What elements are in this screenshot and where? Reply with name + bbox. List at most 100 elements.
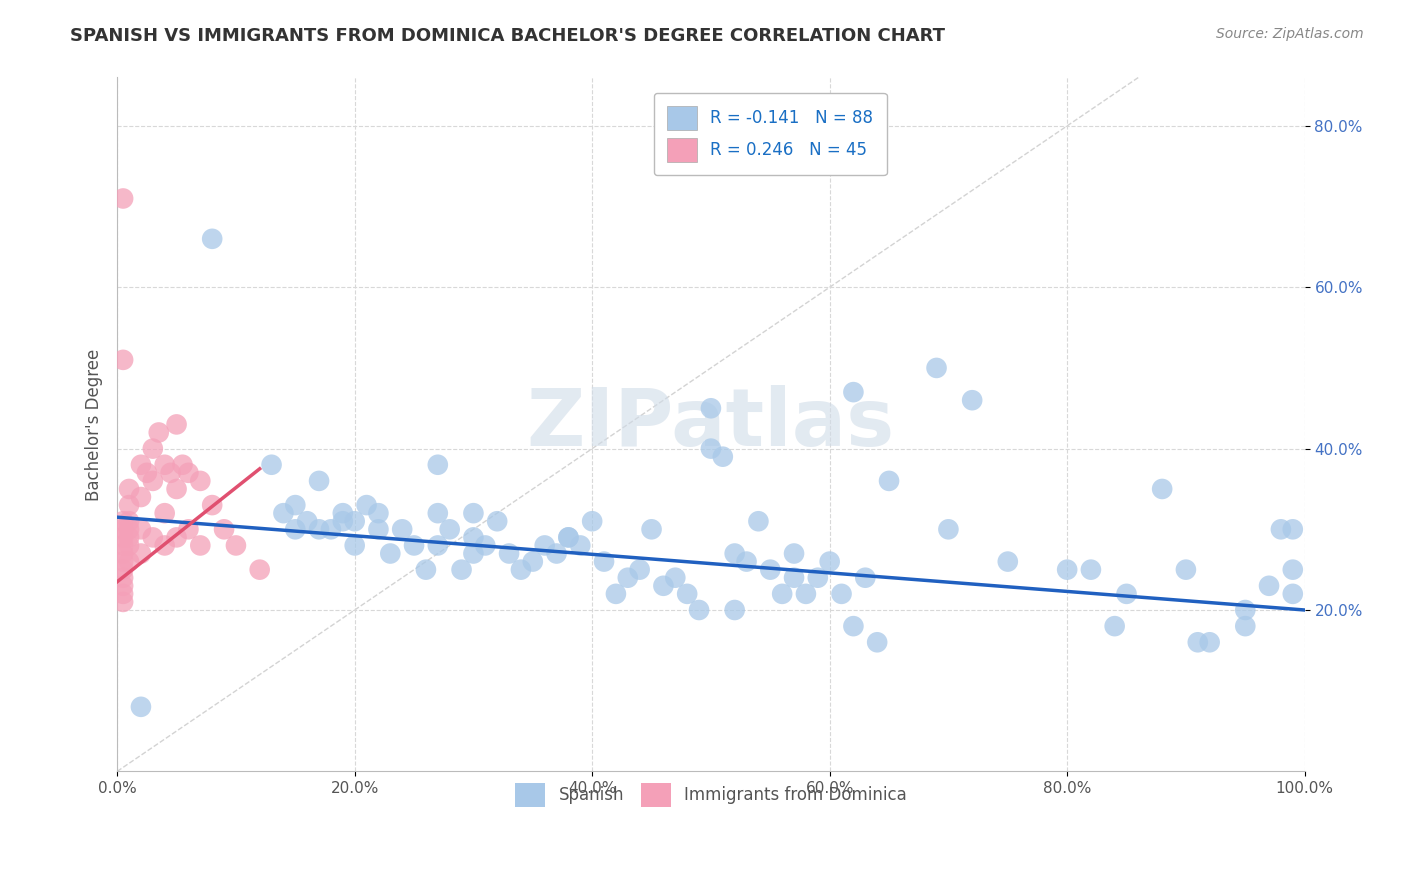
Point [724, 603, 747, 617]
Point [225, 538, 247, 552]
Point [118, 555, 141, 569]
Point [212, 522, 235, 536]
Point [112, 555, 135, 569]
Point [177, 466, 200, 480]
Point [356, 498, 378, 512]
Point [439, 522, 461, 536]
Point [877, 474, 900, 488]
Point [260, 458, 283, 472]
Point [1281, 522, 1303, 536]
Point [343, 538, 366, 552]
Point [367, 522, 389, 536]
Point [450, 563, 472, 577]
Point [628, 563, 651, 577]
Point [129, 458, 152, 472]
Point [159, 466, 181, 480]
Point [1258, 579, 1281, 593]
Point [153, 458, 176, 472]
Point [688, 603, 710, 617]
Point [1115, 587, 1137, 601]
Point [711, 450, 734, 464]
Point [1234, 619, 1257, 633]
Point [925, 360, 948, 375]
Point [112, 587, 135, 601]
Point [148, 425, 170, 440]
Point [652, 579, 675, 593]
Point [166, 482, 188, 496]
Point [700, 401, 723, 416]
Point [201, 498, 224, 512]
Point [166, 530, 188, 544]
Point [129, 699, 152, 714]
Point [402, 538, 425, 552]
Point [295, 514, 318, 528]
Point [463, 506, 485, 520]
Point [510, 563, 533, 577]
Point [112, 530, 135, 544]
Point [1281, 587, 1303, 601]
Point [1234, 603, 1257, 617]
Point [112, 563, 135, 577]
Text: SPANISH VS IMMIGRANTS FROM DOMINICA BACHELOR'S DEGREE CORRELATION CHART: SPANISH VS IMMIGRANTS FROM DOMINICA BACH… [70, 27, 945, 45]
Point [498, 547, 520, 561]
Text: ZIPatlas: ZIPatlas [527, 385, 896, 464]
Point [332, 506, 354, 520]
Point [724, 547, 747, 561]
Point [112, 352, 135, 367]
Point [112, 571, 135, 585]
Point [1152, 482, 1174, 496]
Point [118, 530, 141, 544]
Text: Source: ZipAtlas.com: Source: ZipAtlas.com [1216, 27, 1364, 41]
Point [308, 474, 330, 488]
Point [1187, 635, 1209, 649]
Point [188, 474, 211, 488]
Point [463, 547, 485, 561]
Point [842, 385, 865, 400]
Point [112, 547, 135, 561]
Point [153, 538, 176, 552]
Point [676, 587, 699, 601]
Point [129, 522, 152, 536]
Point [617, 571, 640, 585]
Point [1056, 563, 1078, 577]
Legend: Spanish, Immigrants from Dominica: Spanish, Immigrants from Dominica [506, 775, 915, 815]
Point [700, 442, 723, 456]
Point [1174, 563, 1197, 577]
Point [1080, 563, 1102, 577]
Point [1198, 635, 1220, 649]
Point [319, 522, 342, 536]
Point [735, 555, 758, 569]
Point [112, 579, 135, 593]
Point [343, 514, 366, 528]
Point [118, 538, 141, 552]
Point [807, 571, 830, 585]
Point [557, 530, 579, 544]
Point [112, 595, 135, 609]
Point [831, 587, 853, 601]
Point [569, 538, 592, 552]
Point [533, 538, 555, 552]
Point [866, 635, 889, 649]
Point [142, 442, 165, 456]
Point [783, 547, 806, 561]
Point [118, 498, 141, 512]
Point [794, 587, 817, 601]
Point [112, 522, 135, 536]
Point [581, 514, 603, 528]
Point [605, 587, 627, 601]
Point [201, 232, 224, 246]
Point [415, 563, 437, 577]
Point [557, 530, 579, 544]
Point [426, 538, 449, 552]
Point [118, 514, 141, 528]
Y-axis label: Bachelor's Degree: Bachelor's Degree [86, 348, 103, 500]
Point [380, 547, 402, 561]
Point [783, 571, 806, 585]
Point [112, 514, 135, 528]
Point [997, 555, 1019, 569]
Point [129, 547, 152, 561]
Point [112, 192, 135, 206]
Point [938, 522, 960, 536]
Point [546, 547, 568, 561]
Point [249, 563, 271, 577]
